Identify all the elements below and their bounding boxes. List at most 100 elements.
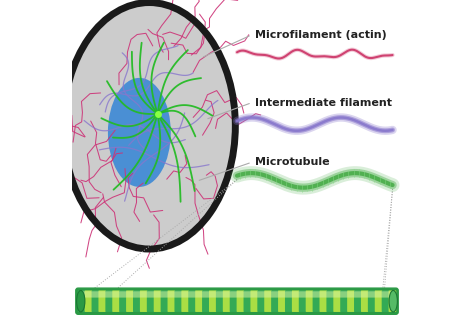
FancyBboxPatch shape bbox=[174, 290, 182, 312]
FancyBboxPatch shape bbox=[306, 292, 313, 298]
FancyBboxPatch shape bbox=[244, 292, 251, 298]
FancyBboxPatch shape bbox=[340, 290, 348, 312]
FancyBboxPatch shape bbox=[278, 292, 285, 298]
FancyBboxPatch shape bbox=[105, 290, 113, 312]
FancyBboxPatch shape bbox=[168, 292, 175, 298]
FancyBboxPatch shape bbox=[230, 292, 237, 298]
Text: Intermediate filament: Intermediate filament bbox=[255, 98, 392, 108]
FancyBboxPatch shape bbox=[292, 292, 299, 298]
FancyBboxPatch shape bbox=[119, 290, 127, 312]
FancyBboxPatch shape bbox=[237, 290, 244, 312]
FancyBboxPatch shape bbox=[361, 292, 368, 298]
FancyBboxPatch shape bbox=[285, 292, 292, 298]
Ellipse shape bbox=[63, 3, 236, 249]
FancyBboxPatch shape bbox=[113, 292, 119, 298]
FancyBboxPatch shape bbox=[161, 292, 168, 298]
FancyBboxPatch shape bbox=[333, 290, 341, 312]
FancyBboxPatch shape bbox=[223, 290, 230, 312]
FancyBboxPatch shape bbox=[355, 292, 361, 298]
FancyBboxPatch shape bbox=[188, 290, 196, 312]
FancyBboxPatch shape bbox=[382, 292, 389, 298]
FancyBboxPatch shape bbox=[313, 292, 320, 298]
FancyBboxPatch shape bbox=[327, 290, 334, 312]
FancyBboxPatch shape bbox=[299, 292, 306, 298]
FancyBboxPatch shape bbox=[161, 290, 168, 312]
FancyBboxPatch shape bbox=[327, 292, 334, 298]
FancyBboxPatch shape bbox=[140, 290, 147, 312]
Text: Microtubule: Microtubule bbox=[255, 157, 330, 167]
FancyBboxPatch shape bbox=[182, 290, 189, 312]
FancyBboxPatch shape bbox=[133, 292, 140, 298]
FancyBboxPatch shape bbox=[250, 290, 258, 312]
FancyBboxPatch shape bbox=[99, 292, 106, 298]
FancyBboxPatch shape bbox=[210, 292, 216, 298]
FancyBboxPatch shape bbox=[361, 290, 369, 312]
FancyBboxPatch shape bbox=[334, 292, 341, 298]
FancyBboxPatch shape bbox=[78, 290, 85, 312]
FancyBboxPatch shape bbox=[272, 292, 279, 298]
FancyBboxPatch shape bbox=[244, 290, 251, 312]
Ellipse shape bbox=[77, 291, 85, 312]
Ellipse shape bbox=[389, 291, 397, 312]
FancyBboxPatch shape bbox=[347, 290, 355, 312]
FancyBboxPatch shape bbox=[368, 290, 375, 312]
FancyBboxPatch shape bbox=[147, 290, 155, 312]
FancyBboxPatch shape bbox=[382, 290, 389, 312]
FancyBboxPatch shape bbox=[271, 290, 279, 312]
FancyBboxPatch shape bbox=[147, 292, 154, 298]
FancyBboxPatch shape bbox=[368, 292, 375, 298]
FancyBboxPatch shape bbox=[92, 292, 99, 298]
FancyBboxPatch shape bbox=[78, 292, 85, 298]
FancyBboxPatch shape bbox=[375, 292, 382, 298]
FancyBboxPatch shape bbox=[175, 292, 182, 298]
FancyBboxPatch shape bbox=[85, 290, 92, 312]
FancyBboxPatch shape bbox=[389, 292, 396, 298]
FancyBboxPatch shape bbox=[223, 292, 230, 298]
FancyBboxPatch shape bbox=[140, 292, 147, 298]
FancyBboxPatch shape bbox=[264, 292, 272, 298]
FancyBboxPatch shape bbox=[257, 290, 265, 312]
FancyBboxPatch shape bbox=[133, 290, 141, 312]
FancyBboxPatch shape bbox=[312, 290, 320, 312]
FancyBboxPatch shape bbox=[202, 292, 210, 298]
FancyBboxPatch shape bbox=[285, 290, 292, 312]
FancyBboxPatch shape bbox=[209, 290, 217, 312]
FancyBboxPatch shape bbox=[106, 292, 113, 298]
FancyBboxPatch shape bbox=[389, 290, 396, 312]
FancyBboxPatch shape bbox=[375, 290, 383, 312]
FancyBboxPatch shape bbox=[182, 292, 189, 298]
FancyBboxPatch shape bbox=[154, 290, 162, 312]
FancyBboxPatch shape bbox=[319, 290, 327, 312]
Ellipse shape bbox=[108, 78, 171, 187]
FancyBboxPatch shape bbox=[278, 290, 286, 312]
FancyBboxPatch shape bbox=[347, 292, 355, 298]
FancyBboxPatch shape bbox=[264, 290, 272, 312]
FancyBboxPatch shape bbox=[237, 292, 244, 298]
FancyBboxPatch shape bbox=[216, 290, 224, 312]
FancyBboxPatch shape bbox=[119, 292, 127, 298]
FancyBboxPatch shape bbox=[154, 292, 161, 298]
FancyBboxPatch shape bbox=[320, 292, 327, 298]
FancyBboxPatch shape bbox=[292, 290, 300, 312]
FancyBboxPatch shape bbox=[216, 292, 223, 298]
FancyBboxPatch shape bbox=[126, 290, 134, 312]
FancyBboxPatch shape bbox=[81, 291, 393, 298]
FancyBboxPatch shape bbox=[195, 292, 202, 298]
FancyBboxPatch shape bbox=[195, 290, 203, 312]
FancyBboxPatch shape bbox=[189, 292, 196, 298]
FancyBboxPatch shape bbox=[306, 290, 313, 312]
FancyBboxPatch shape bbox=[251, 292, 258, 298]
FancyBboxPatch shape bbox=[258, 292, 264, 298]
FancyBboxPatch shape bbox=[299, 290, 307, 312]
FancyBboxPatch shape bbox=[167, 290, 175, 312]
FancyBboxPatch shape bbox=[91, 290, 99, 312]
FancyBboxPatch shape bbox=[76, 288, 398, 314]
FancyBboxPatch shape bbox=[99, 290, 106, 312]
Text: Microfilament (actin): Microfilament (actin) bbox=[255, 30, 387, 40]
FancyBboxPatch shape bbox=[230, 290, 237, 312]
FancyBboxPatch shape bbox=[85, 292, 92, 298]
FancyBboxPatch shape bbox=[112, 290, 120, 312]
FancyBboxPatch shape bbox=[202, 290, 210, 312]
FancyBboxPatch shape bbox=[127, 292, 134, 298]
FancyBboxPatch shape bbox=[340, 292, 347, 298]
